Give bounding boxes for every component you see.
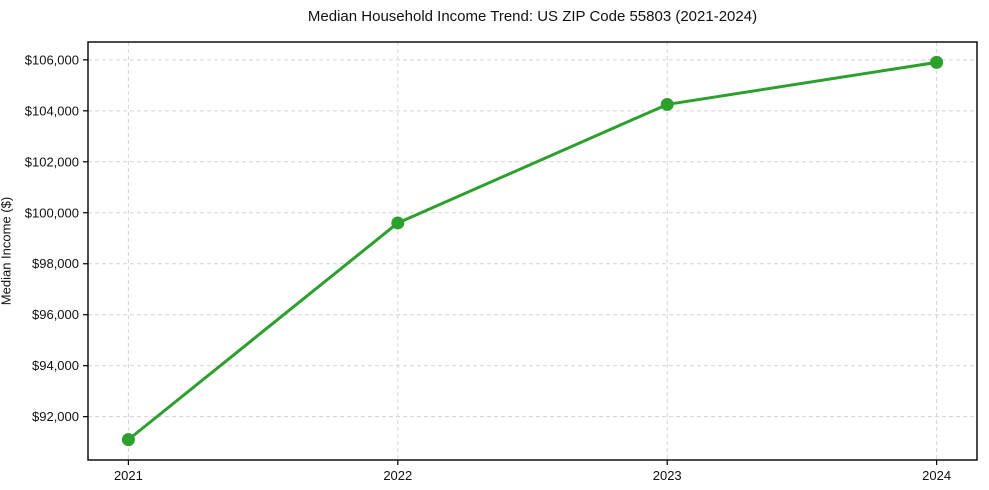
gridlines <box>88 42 977 460</box>
y-tick-label: $92,000 <box>32 409 79 424</box>
y-tick-label: $98,000 <box>32 256 79 271</box>
y-tick-label: $100,000 <box>25 205 79 220</box>
tick-marks <box>83 59 938 465</box>
data-line <box>126 60 939 442</box>
tick-labels: $92,000 $94,000 $96,000 $98,000 $100,000 $102… <box>25 52 951 483</box>
x-tick-label: 2021 <box>114 468 143 483</box>
y-tick-label: $96,000 <box>32 307 79 322</box>
x-tick-label: 2023 <box>653 468 682 483</box>
y-tick-label: $94,000 <box>32 358 79 373</box>
x-tick-label: 2024 <box>922 468 951 483</box>
chart-title: Median Household Income Trend: US ZIP Co… <box>307 8 758 25</box>
x-tick-label: 2022 <box>383 468 412 483</box>
data-point <box>660 97 674 111</box>
axes-frame <box>87 41 978 461</box>
data-point <box>121 433 135 447</box>
y-tick-label: $102,000 <box>25 154 79 169</box>
data-point <box>930 55 944 69</box>
y-tick-label: $106,000 <box>25 52 79 67</box>
y-tick-label: $104,000 <box>25 103 79 118</box>
data-point <box>391 216 405 230</box>
